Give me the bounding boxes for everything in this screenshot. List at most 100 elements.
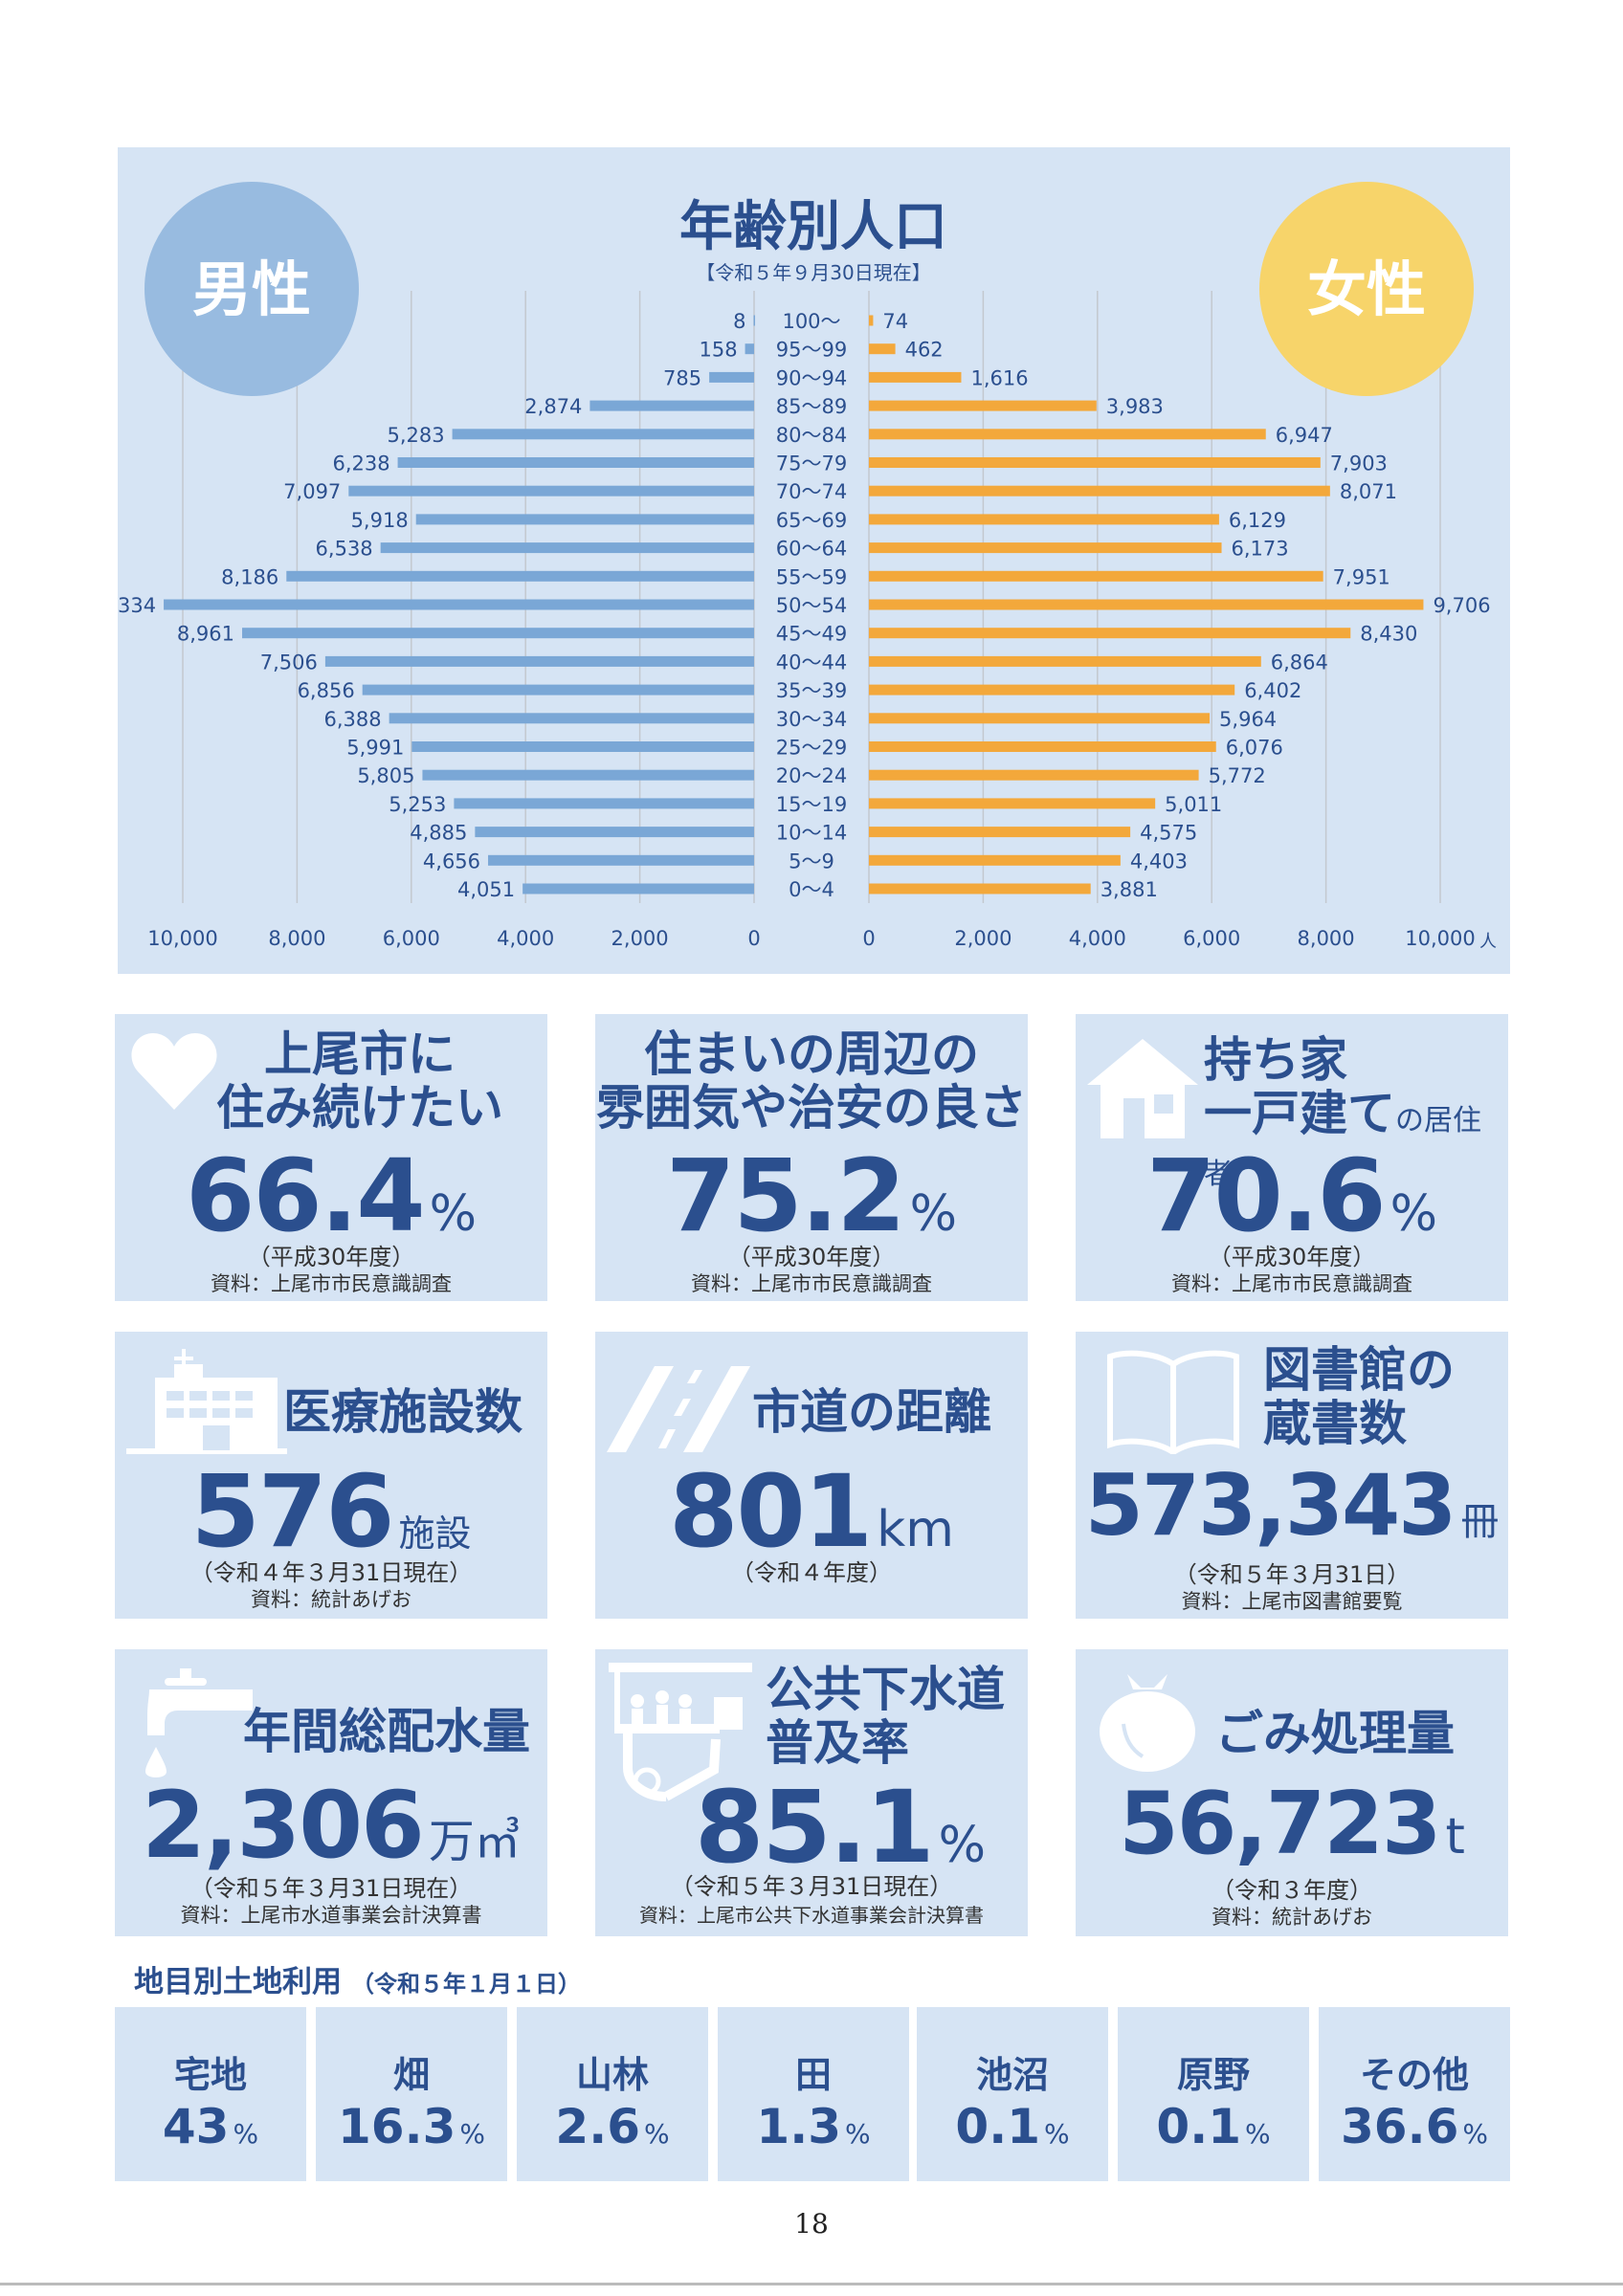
card-title: 市道の距離 bbox=[752, 1384, 991, 1440]
age-category-label: 5～9 bbox=[789, 850, 834, 872]
female-bar bbox=[869, 485, 1330, 497]
card-title-line2: 一戸建て bbox=[1204, 1086, 1395, 1141]
male-value-label: 2,874 bbox=[524, 395, 582, 418]
female-value-label: 6,947 bbox=[1276, 424, 1333, 447]
land-use-item: 田 1.3% bbox=[718, 2007, 909, 2181]
male-value-label: 6,538 bbox=[316, 538, 373, 561]
card-note: （令和３年度） bbox=[1212, 1877, 1372, 1904]
female-value-label: 3,881 bbox=[1101, 878, 1158, 901]
male-bar bbox=[454, 798, 754, 809]
female-bar bbox=[869, 457, 1321, 468]
land-use-item: 畑 16.3% bbox=[316, 2007, 507, 2181]
card-unit: t bbox=[1445, 1808, 1465, 1866]
male-value-label: 4,885 bbox=[410, 822, 467, 845]
age-category-label: 20～24 bbox=[776, 764, 847, 787]
female-bar bbox=[869, 514, 1219, 525]
card-source: 資料：上尾市水道事業会計決算書 bbox=[180, 1904, 482, 1927]
age-category-label: 15～19 bbox=[776, 793, 847, 816]
card-title-suffix: の居住者 bbox=[1204, 1104, 1481, 1191]
card-unit: 冊 bbox=[1460, 1500, 1500, 1544]
male-bar bbox=[415, 514, 754, 525]
card-title-line1: 公共下水道 bbox=[766, 1662, 1005, 1717]
female-value-label: 8,430 bbox=[1360, 623, 1417, 646]
card-value: 576 bbox=[190, 1453, 394, 1570]
card-value: 2,306 bbox=[142, 1772, 425, 1879]
population-pyramid-panel: 男性 女性 年齢別人口 【令和５年９月30日現在】 100～ 8 74 95～99 15… bbox=[118, 147, 1510, 974]
card-title: 年間総配水量 bbox=[243, 1704, 530, 1759]
male-bar bbox=[324, 655, 754, 667]
card-title-line2: 普及率 bbox=[766, 1715, 909, 1771]
land-use-value: 16.3 bbox=[338, 2099, 456, 2154]
male-value-label: 785 bbox=[663, 366, 701, 389]
female-value-label: 6,173 bbox=[1232, 538, 1289, 561]
card-water-supply: 年間総配水量 2,306 万㎥ （令和５年３月31日現在） 資料：上尾市水道事業会… bbox=[115, 1649, 547, 1936]
male-bar bbox=[411, 741, 754, 752]
age-category-label: 60～64 bbox=[776, 538, 847, 561]
card-unit: % bbox=[938, 1817, 987, 1874]
female-bar bbox=[869, 371, 962, 383]
age-category-label: 40～44 bbox=[776, 651, 847, 673]
female-value-label: 3,983 bbox=[1106, 395, 1164, 418]
card-library-collection: 図書館の 蔵書数 573,343 冊 （令和５年３月31日） 資料：上尾市図書館要… bbox=[1076, 1332, 1508, 1619]
female-circle bbox=[1259, 182, 1474, 396]
land-use-name: 山林 bbox=[575, 2054, 649, 2096]
female-bar bbox=[869, 741, 1216, 752]
house-icon bbox=[1087, 1039, 1198, 1138]
male-bar bbox=[397, 457, 754, 468]
age-category-label: 55～59 bbox=[776, 565, 847, 588]
female-value-label: 8,071 bbox=[1340, 480, 1397, 503]
female-bar bbox=[869, 713, 1211, 724]
card-value: 70.6 bbox=[1145, 1137, 1387, 1254]
female-bar bbox=[869, 599, 1424, 610]
female-value-label: 4,403 bbox=[1130, 850, 1188, 872]
card-note: （平成30年度） bbox=[247, 1244, 415, 1270]
card-value: 75.2 bbox=[665, 1137, 906, 1254]
male-bar bbox=[488, 854, 754, 866]
female-value-label: 5,772 bbox=[1209, 764, 1266, 787]
x-tick-label: 8,000 bbox=[1298, 927, 1355, 950]
age-category-label: 95～99 bbox=[776, 339, 847, 362]
land-use-value: 1.3 bbox=[756, 2099, 841, 2154]
x-tick-label: 10,000 bbox=[1405, 927, 1475, 950]
card-value: 573,343 bbox=[1084, 1456, 1457, 1555]
land-use-name: 田 bbox=[794, 2054, 832, 2096]
card-unit: % bbox=[1390, 1185, 1438, 1243]
male-circle bbox=[145, 182, 359, 396]
card-sewer-coverage: 公共下水道 普及率 85.1% （令和５年３月31日現在） 資料：上尾市公共下水… bbox=[595, 1649, 1028, 1936]
land-use-item: 原野 0.1% bbox=[1118, 2007, 1309, 2181]
male-bar bbox=[348, 485, 754, 497]
land-use-name: 宅地 bbox=[173, 2054, 247, 2096]
female-value-label: 5,964 bbox=[1219, 708, 1277, 731]
female-value-label: 1,616 bbox=[970, 366, 1028, 389]
male-bar bbox=[452, 429, 754, 440]
female-value-label: 5,011 bbox=[1165, 793, 1222, 816]
card-source: 資料：上尾市図書館要覧 bbox=[1181, 1590, 1403, 1613]
land-use-value: 0.1 bbox=[955, 2099, 1040, 2154]
female-bar bbox=[869, 570, 1323, 582]
female-bar bbox=[869, 429, 1266, 440]
male-value-label: 4,656 bbox=[423, 850, 480, 872]
chart-title: 年齢別人口 bbox=[679, 196, 947, 258]
age-category-label: 35～39 bbox=[776, 679, 847, 702]
female-value-label: 6,402 bbox=[1244, 679, 1301, 702]
sewer-icon bbox=[609, 1663, 752, 1801]
male-value-label: 7,097 bbox=[283, 480, 341, 503]
land-use-value: 0.1 bbox=[1156, 2099, 1241, 2154]
female-bar bbox=[869, 827, 1131, 838]
female-bar bbox=[869, 883, 1091, 894]
female-value-label: 9,706 bbox=[1433, 594, 1490, 617]
land-use-unit: % bbox=[1244, 2118, 1271, 2150]
land-use-unit: % bbox=[233, 2118, 259, 2150]
female-value-label: 7,903 bbox=[1330, 453, 1388, 475]
land-use-unit: % bbox=[1462, 2118, 1488, 2150]
male-bar bbox=[422, 769, 754, 781]
card-unit: % bbox=[909, 1185, 958, 1243]
x-axis-unit: 人 bbox=[1479, 932, 1497, 952]
male-bar bbox=[589, 400, 754, 411]
male-bar bbox=[286, 570, 754, 582]
female-bar bbox=[869, 798, 1156, 809]
card-title-line2: 雰囲気や治安の良さ bbox=[596, 1080, 1027, 1136]
land-use-name: 畑 bbox=[392, 2054, 430, 2096]
land-use-value: 36.6 bbox=[1341, 2099, 1459, 2154]
x-tick-label: 6,000 bbox=[383, 927, 440, 950]
